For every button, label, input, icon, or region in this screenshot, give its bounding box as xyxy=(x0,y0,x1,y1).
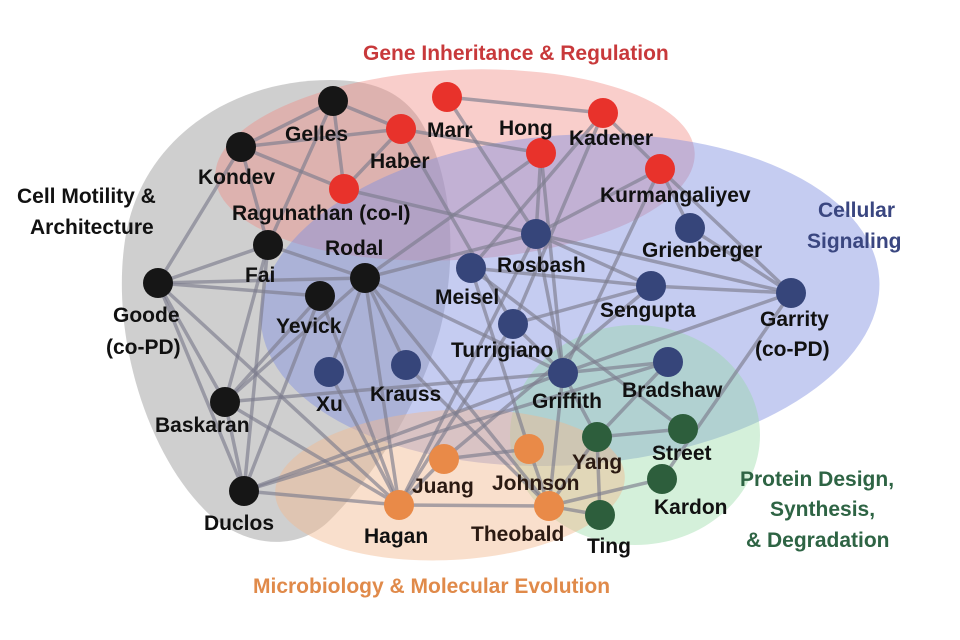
title-cell-motility-line2: Architecture xyxy=(30,216,154,239)
label-krauss: Krauss xyxy=(370,383,441,406)
label-ting: Ting xyxy=(587,535,631,558)
node-labels: Gelles Kondev Fai Goode (co-PD) Rodal Ye… xyxy=(106,117,830,558)
label-fai: Fai xyxy=(245,264,275,287)
node-fai[interactable] xyxy=(253,230,283,260)
label-kondev: Kondev xyxy=(198,166,275,189)
node-street[interactable] xyxy=(668,414,698,444)
nodes xyxy=(143,82,806,530)
node-griffith[interactable] xyxy=(548,358,578,388)
label-johnson: Johnson xyxy=(492,472,580,495)
label-hagan: Hagan xyxy=(364,525,428,548)
title-signaling-line2: Signaling xyxy=(807,230,902,253)
label-theobald: Theobald xyxy=(471,523,564,546)
node-hagan[interactable] xyxy=(384,490,414,520)
node-theobald[interactable] xyxy=(534,491,564,521)
title-microbiology: Microbiology & Molecular Evolution xyxy=(253,575,610,598)
label-grienberger: Grienberger xyxy=(642,239,762,262)
title-protein-line2: Synthesis, xyxy=(770,498,875,521)
group-titles: Gene Inheritance & Regulation Cell Motil… xyxy=(17,42,902,598)
label-yang: Yang xyxy=(572,451,622,474)
node-bradshaw[interactable] xyxy=(653,347,683,377)
node-haber[interactable] xyxy=(386,114,416,144)
node-kondev[interactable] xyxy=(226,132,256,162)
label-juang: Juang xyxy=(412,475,474,498)
node-grienberger[interactable] xyxy=(675,213,705,243)
label-goode: Goode xyxy=(113,304,180,327)
label-yevick: Yevick xyxy=(276,315,342,338)
node-hong[interactable] xyxy=(526,138,556,168)
label-haber: Haber xyxy=(370,150,430,173)
node-gelles[interactable] xyxy=(318,86,348,116)
node-goode[interactable] xyxy=(143,268,173,298)
node-turrigiano[interactable] xyxy=(498,309,528,339)
node-baskaran[interactable] xyxy=(210,387,240,417)
node-yevick[interactable] xyxy=(305,281,335,311)
label-turrigiano: Turrigiano xyxy=(451,339,553,362)
label-garrity-role: (co-PD) xyxy=(755,338,830,361)
label-bradshaw: Bradshaw xyxy=(622,379,723,402)
label-sengupta: Sengupta xyxy=(600,299,696,322)
node-sengupta[interactable] xyxy=(636,271,666,301)
label-kadener: Kadener xyxy=(569,127,653,150)
label-hong: Hong xyxy=(499,117,553,140)
title-signaling-line1: Cellular xyxy=(818,199,895,222)
title-protein-line1: Protein Design, xyxy=(740,468,894,491)
node-ragunathan[interactable] xyxy=(329,174,359,204)
node-rosbash[interactable] xyxy=(521,219,551,249)
label-rodal: Rodal xyxy=(325,237,383,260)
node-duclos[interactable] xyxy=(229,476,259,506)
title-protein-line3: & Degradation xyxy=(746,529,890,552)
node-meisel[interactable] xyxy=(456,253,486,283)
label-kurmangaliyev: Kurmangaliyev xyxy=(600,184,751,207)
region-cellular-signaling xyxy=(260,133,880,467)
label-gelles: Gelles xyxy=(285,123,348,146)
node-xu[interactable] xyxy=(314,357,344,387)
node-kardon[interactable] xyxy=(647,464,677,494)
node-garrity[interactable] xyxy=(776,278,806,308)
edges xyxy=(156,95,793,517)
node-ting[interactable] xyxy=(585,500,615,530)
title-cell-motility-line1: Cell Motility & xyxy=(17,185,156,208)
label-marr: Marr xyxy=(427,119,473,142)
title-gene-inheritance: Gene Inheritance & Regulation xyxy=(363,42,669,65)
node-yang[interactable] xyxy=(582,422,612,452)
node-kurmangaliyev[interactable] xyxy=(645,154,675,184)
node-johnson[interactable] xyxy=(514,434,544,464)
label-street: Street xyxy=(652,442,712,465)
label-goode-role: (co-PD) xyxy=(106,336,181,359)
label-garrity: Garrity xyxy=(760,308,829,331)
node-juang[interactable] xyxy=(429,444,459,474)
label-ragunathan: Ragunathan (co-I) xyxy=(232,202,411,225)
node-marr[interactable] xyxy=(432,82,462,112)
label-kardon: Kardon xyxy=(654,496,728,519)
label-duclos: Duclos xyxy=(204,512,274,535)
label-meisel: Meisel xyxy=(435,286,499,309)
node-krauss[interactable] xyxy=(391,350,421,380)
label-griffith: Griffith xyxy=(532,390,602,413)
node-kadener[interactable] xyxy=(588,98,618,128)
label-rosbash: Rosbash xyxy=(497,254,586,277)
label-xu: Xu xyxy=(316,393,343,416)
label-baskaran: Baskaran xyxy=(155,414,250,437)
node-rodal[interactable] xyxy=(350,263,380,293)
